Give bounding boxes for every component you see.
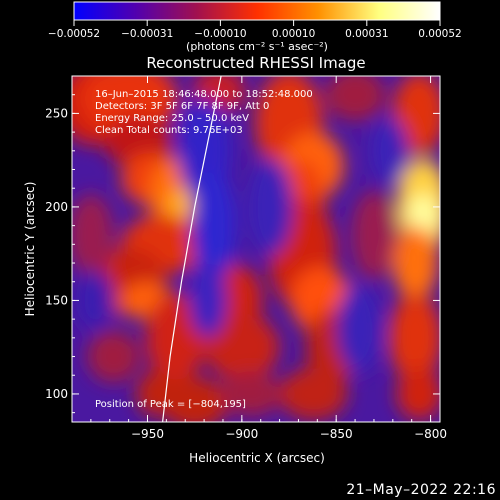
chart-title: Reconstructed RHESSI Image xyxy=(146,54,365,72)
x-tick-label: −800 xyxy=(414,427,447,441)
heatmap-blob xyxy=(324,76,386,121)
heatmap-blob xyxy=(370,117,408,185)
footer-date: 21–May–2022 22:16 xyxy=(346,482,496,498)
y-axis-ticks: 100 150 200 250 xyxy=(45,75,440,414)
peak-position-label: Position of Peak = [−804,195] xyxy=(95,399,246,410)
colorbar-tick-label: −0.00031 xyxy=(121,28,173,40)
heatmap-blob xyxy=(247,158,293,256)
x-axis-ticks: −950 −900 −850 −800 xyxy=(71,76,447,441)
y-tick-label: 150 xyxy=(45,293,68,307)
heatmap-blob xyxy=(189,263,227,338)
colorbar: −0.00052 −0.00031 −0.00010 0.00010 0.00031 0.… xyxy=(48,1,462,53)
heatmap-blob xyxy=(351,190,397,280)
colorbar-tick-label: −0.00010 xyxy=(194,28,246,40)
y-tick-label: 250 xyxy=(45,106,68,120)
heatmap-blob xyxy=(204,313,280,381)
image-panel xyxy=(71,75,441,423)
x-tick-label: −950 xyxy=(131,427,164,441)
heatmap-blob xyxy=(190,169,237,282)
annotation-line: Detectors: 3F 5F 6F 7F 8F 9F, Att 0 xyxy=(95,101,269,112)
heatmap-blob xyxy=(160,377,229,422)
colorbar-tick-label: 0.00010 xyxy=(272,28,315,40)
colorbar-ticks: −0.00052 −0.00031 −0.00010 0.00010 0.00031 0.… xyxy=(48,20,462,40)
heatmap-blob xyxy=(392,225,439,301)
annotation-line: Clean Total counts: 9.76E+03 xyxy=(95,125,243,136)
x-axis-label: Heliocentric X (arcsec) xyxy=(189,451,325,465)
x-tick-label: −850 xyxy=(320,427,353,441)
colorbar-bar xyxy=(73,1,441,21)
annotation-line: Energy Range: 25.0 – 50.0 keV xyxy=(95,113,249,124)
heatmap-blobs xyxy=(72,76,440,422)
heatmap-blob xyxy=(72,193,114,277)
heatmap-blob xyxy=(336,283,382,374)
annotation-block: 16–Jun–2015 18:46:48.000 to 18:52:48.000… xyxy=(95,89,313,136)
heatmap-blob xyxy=(396,367,440,421)
colorbar-tick-label: 0.00031 xyxy=(345,28,388,40)
colorbar-units-label: (photons cm⁻² s⁻¹ asec⁻²) xyxy=(186,40,328,53)
heatmap-blob xyxy=(87,330,140,383)
y-tick-label: 100 xyxy=(45,387,68,401)
y-tick-label: 200 xyxy=(45,200,68,214)
colorbar-tick-label: −0.00052 xyxy=(48,28,100,40)
heatmap-blob xyxy=(389,292,440,383)
colorbar-tick-label: 0.00052 xyxy=(418,28,461,40)
x-tick-label: −900 xyxy=(225,427,258,441)
solar-limb-curve xyxy=(162,76,222,422)
plot-frame xyxy=(71,75,441,423)
heatmap-blob xyxy=(221,371,282,417)
heatmap-blob xyxy=(279,367,348,421)
heatmap-blob xyxy=(75,270,114,331)
annotation-line: 16–Jun–2015 18:46:48.000 to 18:52:48.000 xyxy=(95,89,313,100)
y-axis-label: Heliocentric Y (arcsec) xyxy=(23,182,37,317)
